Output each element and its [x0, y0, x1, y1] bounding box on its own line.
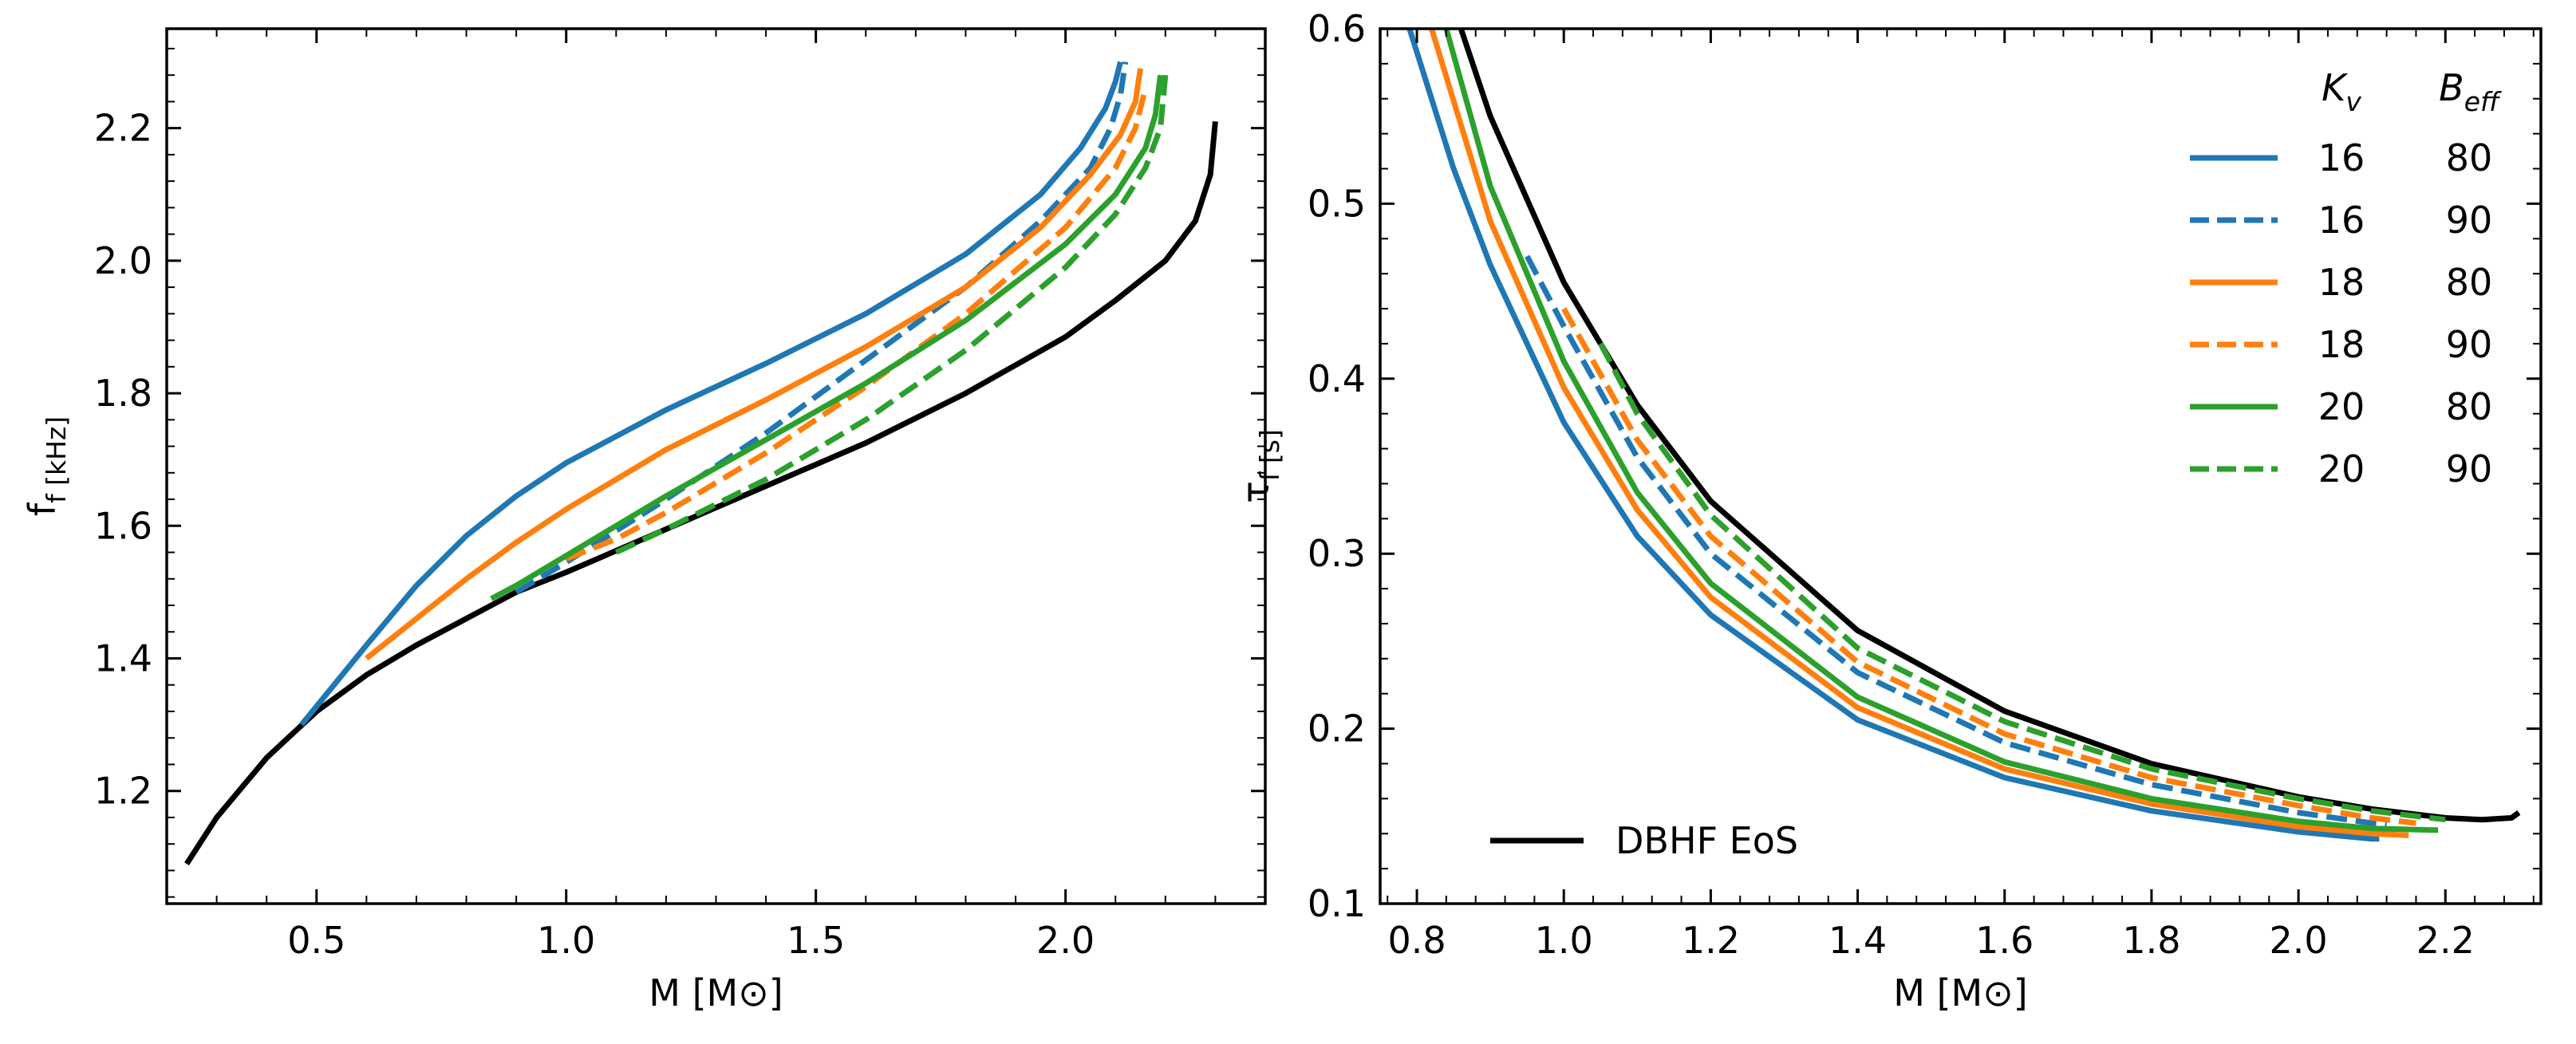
right-x-axis-label: M [M⊙] — [1893, 971, 2027, 1014]
left-series-0 — [184, 120, 1218, 866]
legend-kv-2: 18 — [2318, 261, 2365, 304]
right-ytick-label: 0.4 — [1308, 357, 1366, 400]
left-ytick-label: 2.2 — [94, 107, 152, 150]
left-xtick-label: 2.0 — [1036, 919, 1095, 962]
left-ytick-label: 1.8 — [94, 372, 152, 415]
right-ytick-label: 0.6 — [1308, 7, 1366, 50]
legend-beff-3: 90 — [2446, 323, 2493, 366]
right-xtick-label: 1.4 — [1828, 919, 1887, 962]
right-xtick-label: 1.0 — [1535, 919, 1593, 962]
right-series-group — [1406, 29, 2521, 842]
right-series-0 — [1458, 29, 2521, 823]
left-panel: 0.5 1.0 1.5 2.0 1.2 1.4 1.6 1.8 2.0 2.2 M [M⊙] ff [… — [21, 27, 1267, 1014]
right-series-1 — [1406, 29, 2380, 842]
right-xtick-label: 1.6 — [1975, 919, 2034, 962]
right-ytick-label: 0.1 — [1308, 882, 1366, 925]
right-series-4 — [1561, 307, 2416, 826]
left-xtick-label: 1.0 — [537, 919, 595, 962]
legend-kv-3: 18 — [2318, 323, 2365, 366]
legend-beff-1: 90 — [2446, 199, 2493, 242]
left-xtick-label: 1.5 — [787, 919, 845, 962]
left-xtick-label: 0.5 — [287, 919, 345, 962]
right-series-2 — [1525, 254, 2388, 828]
right-series-3 — [1429, 29, 2409, 838]
right-xtick-label: 0.8 — [1387, 919, 1446, 962]
left-ytick-label: 1.4 — [94, 637, 152, 680]
legend-beff-2: 80 — [2446, 261, 2493, 304]
right-xtick-label: 1.2 — [1682, 919, 1740, 962]
right-series-6 — [1598, 342, 2446, 823]
left-ytick-label: 1.6 — [94, 504, 152, 547]
left-series-group — [184, 61, 1218, 866]
legend-kv-5: 20 — [2318, 447, 2365, 490]
legend-beff-5: 90 — [2446, 447, 2493, 490]
right-ytick-label: 0.2 — [1308, 707, 1366, 750]
left-series-1 — [299, 61, 1123, 727]
right-xtick-label: 2.0 — [2270, 919, 2328, 962]
right-ytick-label: 0.5 — [1308, 182, 1366, 225]
legend-kv-0: 16 — [2318, 136, 2365, 179]
left-series-6 — [614, 74, 1169, 555]
left-x-axis-label: M [M⊙] — [649, 971, 783, 1014]
right-xtick-label: 1.8 — [2122, 919, 2180, 962]
legend-beff-4: 80 — [2446, 385, 2493, 428]
right-axes-frame — [1379, 27, 2542, 905]
left-series-3 — [365, 68, 1143, 661]
right-series-5 — [1443, 29, 2439, 833]
left-series-5 — [490, 74, 1164, 601]
legend-dbhf-label: DBHF EoS — [1615, 819, 1798, 862]
legend-kv-4: 20 — [2318, 385, 2365, 428]
right-y-axis-label: τf [s] — [1234, 429, 1285, 503]
right-ytick-label: 0.3 — [1308, 532, 1366, 575]
left-ytick-label: 2.0 — [94, 239, 152, 282]
legend-header-kv: Kv — [2322, 66, 2361, 117]
legend-kv-1: 16 — [2318, 199, 2365, 242]
right-panel: 0.8 1.0 1.2 1.4 1.6 1.8 2.0 2.2 0.1 0.2 0.3 0.4 0.5 0… — [1234, 7, 2542, 1014]
legend-header-beff: Beff — [2439, 66, 2502, 117]
left-y-axis-label: ff [kHz] — [21, 416, 72, 516]
legend-beff-0: 80 — [2446, 136, 2493, 179]
left-ytick-label: 1.2 — [94, 770, 152, 813]
right-xtick-label: 2.2 — [2416, 919, 2475, 962]
